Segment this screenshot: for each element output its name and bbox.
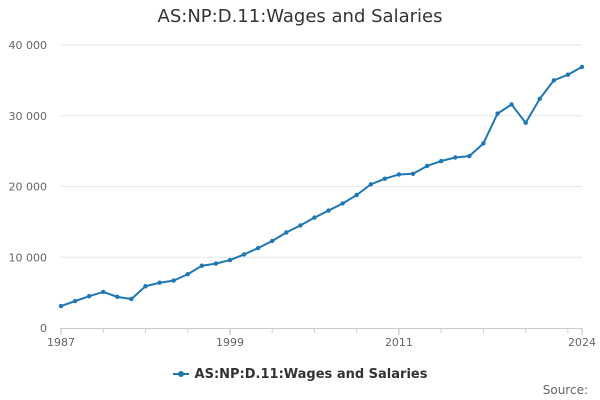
data-point[interactable] [438, 158, 444, 164]
data-point[interactable] [424, 163, 430, 169]
data-point[interactable] [185, 272, 190, 277]
data-point[interactable] [368, 182, 373, 187]
data-point[interactable] [509, 102, 514, 107]
legend-item[interactable]: AS:NP:D.11:Wages and Salaries [172, 366, 428, 382]
data-point[interactable] [396, 172, 402, 177]
data-point[interactable] [537, 96, 542, 101]
data-point[interactable] [270, 238, 275, 244]
chart-title: AS:NP:D.11:Wages and Salaries [157, 6, 443, 27]
data-point[interactable] [340, 201, 345, 206]
data-point[interactable] [86, 293, 92, 299]
x-tick-label: 2024 [568, 336, 596, 349]
y-tick-label: 0 [40, 322, 47, 335]
data-point[interactable] [115, 294, 120, 300]
data-point[interactable] [453, 155, 458, 160]
data-point[interactable] [382, 176, 388, 181]
data-point[interactable] [157, 280, 162, 285]
data-point[interactable] [213, 261, 219, 266]
data-point[interactable] [298, 223, 303, 228]
x-tick-label: 1987 [47, 336, 75, 349]
x-tick-label: 2011 [385, 336, 413, 349]
x-tick-label: 1999 [216, 336, 244, 349]
x-axis-tick-labels: 1987 1999 2011 2024 [47, 336, 596, 349]
data-point[interactable] [241, 252, 247, 257]
grid-layer [61, 44, 582, 258]
y-tick-label: 40 000 [9, 39, 48, 52]
data-point[interactable] [410, 171, 416, 176]
data-point[interactable] [579, 64, 585, 70]
data-point[interactable] [255, 245, 261, 251]
data-point[interactable] [101, 289, 106, 295]
data-point[interactable] [58, 303, 64, 309]
data-point[interactable] [354, 192, 359, 198]
data-point[interactable] [481, 141, 486, 146]
data-point[interactable] [326, 208, 331, 213]
data-point[interactable] [72, 298, 78, 304]
series-layer [58, 64, 585, 309]
y-tick-label: 20 000 [9, 181, 48, 194]
data-point[interactable] [227, 257, 233, 263]
source-label: Source: [542, 383, 588, 397]
legend-line-icon [172, 371, 189, 377]
data-point[interactable] [143, 284, 148, 289]
y-tick-label: 10 000 [9, 251, 48, 264]
axis-layer [60, 328, 583, 335]
data-point[interactable] [312, 215, 317, 220]
y-tick-label: 30 000 [9, 110, 48, 123]
series-line [60, 66, 583, 308]
legend-label: AS:NP:D.11:Wages and Salaries [194, 366, 428, 382]
data-point[interactable] [199, 263, 205, 268]
data-point[interactable] [551, 78, 557, 83]
data-point[interactable] [171, 278, 176, 283]
data-point[interactable] [129, 296, 134, 302]
data-point[interactable] [565, 72, 571, 77]
data-point[interactable] [284, 230, 289, 235]
data-point[interactable] [495, 111, 500, 116]
legend-marker-icon [177, 371, 184, 377]
data-point[interactable] [467, 153, 472, 159]
y-axis-tick-labels: 0 10 000 20 000 30 000 40 000 [9, 39, 48, 335]
legend: AS:NP:D.11:Wages and Salaries [0, 364, 600, 382]
data-point[interactable] [523, 120, 528, 126]
